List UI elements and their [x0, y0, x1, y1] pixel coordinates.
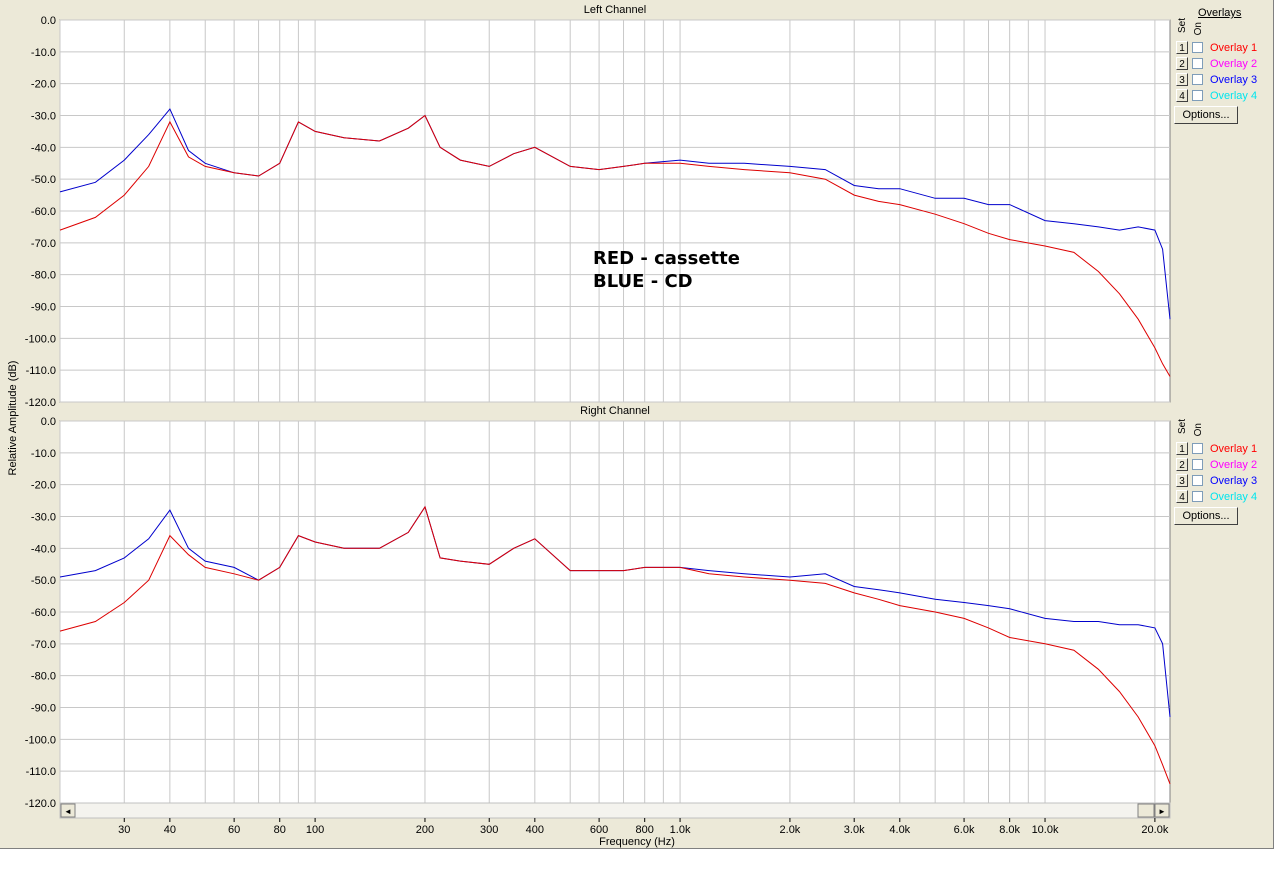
- x-tick-label: 40: [164, 824, 176, 836]
- x-tick-label: 400: [526, 824, 544, 836]
- y-tick-label: -90.0: [31, 302, 56, 314]
- x-tick-label: 3.0k: [844, 824, 865, 836]
- overlay-set-button[interactable]: 2: [1176, 57, 1188, 70]
- y-tick-label: -30.0: [31, 512, 56, 524]
- y-tick-label: -50.0: [31, 575, 56, 587]
- y-tick-label: -80.0: [31, 270, 56, 282]
- y-tick-label: -100.0: [25, 734, 56, 746]
- channel-title: Right Channel: [580, 405, 650, 417]
- x-tick-label: 300: [480, 824, 498, 836]
- y-tick-label: 0.0: [41, 416, 56, 428]
- overlay-on-checkbox[interactable]: [1192, 90, 1203, 101]
- overlays-header: Overlays: [1198, 7, 1242, 19]
- x-axis-label: Frequency (Hz): [599, 836, 675, 848]
- scroll-right-button[interactable]: [1154, 803, 1170, 818]
- y-tick-label: -120.0: [25, 397, 56, 409]
- overlay-row: 2 Overlay 2: [1176, 458, 1272, 472]
- overlay-set-button[interactable]: 4: [1176, 490, 1188, 503]
- x-tick-label: 100: [306, 824, 324, 836]
- overlay-row: 4 Overlay 4: [1176, 490, 1272, 504]
- overlay-on-checkbox[interactable]: [1192, 459, 1203, 470]
- overlay-row: 2 Overlay 2: [1176, 57, 1272, 71]
- x-tick-label: 600: [590, 824, 608, 836]
- x-tick-label: 80: [274, 824, 286, 836]
- overlay-set-button[interactable]: 3: [1176, 73, 1188, 86]
- series-line-red: [59, 114, 1171, 377]
- y-tick-label: -40.0: [31, 543, 56, 555]
- overlay-label: Overlay 3: [1210, 475, 1258, 487]
- overlay-label: Overlay 1: [1210, 443, 1258, 455]
- overlay-row: 3 Overlay 3: [1176, 474, 1272, 488]
- overlay-label: Overlay 2: [1210, 58, 1258, 70]
- options-button-right[interactable]: Options...: [1174, 507, 1238, 525]
- set-column-label: Set: [1177, 18, 1188, 34]
- y-tick-label: 0.0: [41, 15, 56, 27]
- overlay-label: Overlay 4: [1210, 491, 1258, 503]
- y-tick-label: -70.0: [31, 238, 56, 250]
- y-axis-label: Relative Amplitude (dB): [7, 361, 19, 476]
- channel-title: Left Channel: [584, 4, 646, 16]
- y-tick-label: -50.0: [31, 174, 56, 186]
- horizontal-scrollbar[interactable]: [59, 802, 1171, 819]
- y-tick-label: -70.0: [31, 639, 56, 651]
- x-tick-label: 1.0k: [670, 824, 691, 836]
- y-tick-label: -10.0: [31, 47, 56, 59]
- x-tick-label: 20.0k: [1141, 824, 1168, 836]
- overlay-label: Overlay 2: [1210, 459, 1258, 471]
- overlay-set-button[interactable]: 3: [1176, 474, 1188, 487]
- x-tick-label: 10.0k: [1032, 824, 1059, 836]
- x-tick-label: 30: [118, 824, 130, 836]
- y-tick-label: -120.0: [25, 798, 56, 810]
- x-tick-label: 8.0k: [999, 824, 1020, 836]
- overlay-on-checkbox[interactable]: [1192, 74, 1203, 85]
- overlay-row: 1 Overlay 1: [1176, 41, 1272, 55]
- y-tick-label: -80.0: [31, 671, 56, 683]
- overlay-on-checkbox[interactable]: [1192, 42, 1203, 53]
- y-tick-label: -10.0: [31, 448, 56, 460]
- annotation-red: RED - cassette: [593, 248, 740, 269]
- on-column-label-right: On: [1193, 423, 1204, 437]
- scroll-left-arrow-icon: ◄: [64, 807, 72, 816]
- overlay-set-button[interactable]: 1: [1176, 41, 1188, 54]
- scroll-left-button[interactable]: [60, 803, 76, 818]
- series-line-red: [59, 505, 1171, 785]
- overlay-set-button[interactable]: 4: [1176, 89, 1188, 102]
- x-tick-label: 200: [416, 824, 434, 836]
- scroll-thumb[interactable]: [1137, 803, 1155, 818]
- x-tick-label: 800: [636, 824, 654, 836]
- y-tick-label: -110.0: [26, 766, 56, 778]
- annotation-blue: BLUE - CD: [593, 271, 693, 292]
- y-tick-label: -60.0: [31, 607, 56, 619]
- x-tick-label: 6.0k: [954, 824, 975, 836]
- overlay-on-checkbox[interactable]: [1192, 443, 1203, 454]
- y-tick-label: -60.0: [31, 206, 56, 218]
- overlay-set-button[interactable]: 2: [1176, 458, 1188, 471]
- y-tick-label: -30.0: [31, 111, 56, 123]
- y-tick-label: -20.0: [31, 480, 56, 492]
- x-tick-label: 2.0k: [780, 824, 801, 836]
- overlay-label: Overlay 1: [1210, 42, 1258, 54]
- x-tick-label: 4.0k: [889, 824, 910, 836]
- y-tick-label: -100.0: [25, 333, 56, 345]
- options-button-left[interactable]: Options...: [1174, 106, 1238, 124]
- scroll-right-arrow-icon: ►: [1158, 807, 1166, 816]
- overlay-on-checkbox[interactable]: [1192, 475, 1203, 486]
- overlay-label: Overlay 3: [1210, 74, 1258, 86]
- overlay-on-checkbox[interactable]: [1192, 491, 1203, 502]
- x-tick-label: 60: [228, 824, 240, 836]
- y-tick-label: -110.0: [26, 365, 56, 377]
- overlay-row: 4 Overlay 4: [1176, 89, 1272, 103]
- overlay-label: Overlay 4: [1210, 90, 1258, 102]
- on-column-label: On: [1193, 22, 1204, 36]
- overlay-set-button[interactable]: 1: [1176, 442, 1188, 455]
- y-tick-label: -40.0: [31, 142, 56, 154]
- y-tick-label: -90.0: [31, 703, 56, 715]
- y-tick-label: -20.0: [31, 79, 56, 91]
- overlay-row: 1 Overlay 1: [1176, 442, 1272, 456]
- overlay-row: 3 Overlay 3: [1176, 73, 1272, 87]
- overlay-on-checkbox[interactable]: [1192, 58, 1203, 69]
- set-column-label-right: Set: [1177, 419, 1188, 435]
